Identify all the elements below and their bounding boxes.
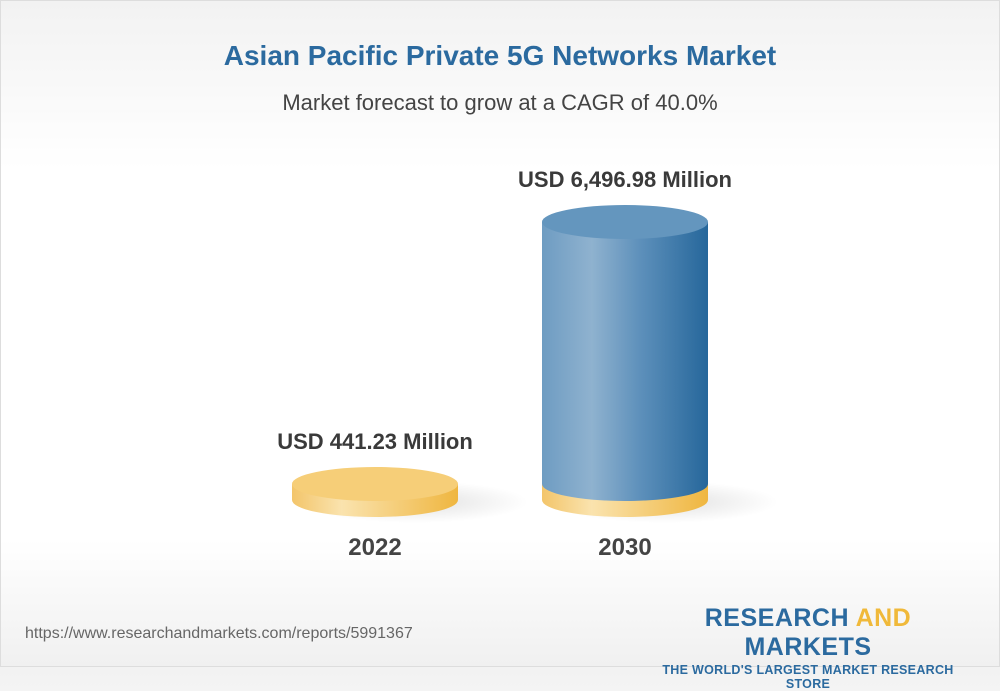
- chart-subtitle: Market forecast to grow at a CAGR of 40.…: [282, 90, 718, 115]
- bar-2030: USD 6,496.98 Million 2030: [518, 167, 778, 561]
- category-label: 2030: [598, 534, 651, 561]
- category-label: 2022: [348, 534, 401, 561]
- source-url[interactable]: https://www.researchandmarkets.com/repor…: [25, 625, 413, 642]
- data-label: USD 441.23 Million: [277, 429, 473, 454]
- cylinder-top: [542, 205, 708, 239]
- data-label: USD 6,496.98 Million: [518, 167, 732, 192]
- bar-2022: USD 441.23 Million 2022: [277, 429, 528, 561]
- research-and-markets-logo: RESEARCH AND MARKETS THE WORLD'S LARGEST…: [662, 604, 954, 691]
- chart-title: Asian Pacific Private 5G Networks Market: [223, 40, 777, 71]
- cylinder-body: [542, 222, 708, 501]
- chart-area: USD 441.23 Million 2022 USD 6,496.98 Milli…: [277, 167, 778, 561]
- base-disc-top: [292, 467, 458, 501]
